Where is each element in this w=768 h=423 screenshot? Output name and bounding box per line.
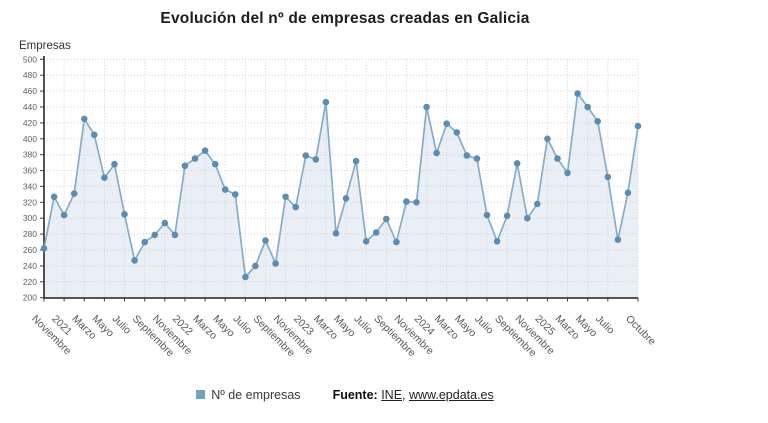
x-axis-labels: Noviembre2021MarzoMayoJulioSeptiembreNov…: [29, 313, 658, 360]
data-point[interactable]: [624, 189, 632, 197]
data-point[interactable]: [594, 118, 602, 125]
data-point[interactable]: [403, 198, 410, 205]
data-point[interactable]: [423, 103, 430, 111]
data-point[interactable]: [101, 174, 108, 181]
x-tick-label: Octubre: [623, 313, 658, 348]
axis-ticks: [40, 58, 639, 302]
data-point[interactable]: [50, 193, 58, 201]
data-point[interactable]: [534, 200, 541, 208]
data-point[interactable]: [483, 211, 491, 219]
data-point[interactable]: [141, 238, 148, 246]
data-point[interactable]: [383, 215, 390, 223]
chart-title: Evolución del nº de empresas creadas en …: [160, 10, 530, 27]
data-point[interactable]: [453, 129, 461, 136]
data-point[interactable]: [362, 238, 370, 245]
data-point[interactable]: [513, 160, 521, 167]
grid: [43, 58, 639, 299]
y-tick-label: 460: [23, 86, 37, 96]
data-point[interactable]: [232, 191, 239, 198]
data-point[interactable]: [282, 193, 289, 201]
data-point[interactable]: [413, 199, 420, 206]
y-tick-label: 320: [23, 197, 37, 207]
y-tick-label: 360: [23, 166, 37, 176]
series-line: [43, 92, 639, 278]
data-point[interactable]: [322, 98, 330, 106]
data-point[interactable]: [544, 135, 551, 143]
data-point[interactable]: [40, 245, 48, 252]
y-tick-label: 400: [23, 134, 37, 144]
data-point[interactable]: [272, 260, 279, 267]
y-axis-title: Empresas: [19, 40, 71, 52]
series-area: [44, 93, 638, 298]
source-separator: ,: [402, 388, 409, 402]
data-point[interactable]: [60, 211, 68, 219]
y-axis-labels: 200 220 240 260 280 300 320 340 360 380 400 420 440 4…: [23, 54, 37, 302]
y-tick-label: 240: [23, 261, 37, 271]
source-link-ine[interactable]: INE: [381, 388, 403, 402]
legend-item[interactable]: Nº de empresas: [196, 388, 301, 402]
data-point[interactable]: [201, 147, 209, 154]
data-point[interactable]: [171, 231, 179, 239]
y-tick-label: 220: [23, 277, 37, 287]
data-point[interactable]: [242, 273, 249, 281]
data-point[interactable]: [111, 160, 118, 168]
series-markers: [40, 90, 642, 281]
data-point[interactable]: [131, 257, 138, 264]
data-point[interactable]: [302, 152, 310, 159]
data-point[interactable]: [151, 231, 158, 239]
data-point[interactable]: [473, 155, 481, 162]
data-point[interactable]: [443, 120, 451, 127]
y-tick-label: 420: [23, 118, 37, 128]
data-point[interactable]: [70, 190, 78, 197]
data-point[interactable]: [352, 157, 360, 165]
data-point[interactable]: [503, 212, 511, 220]
source-link-epdata[interactable]: www.epdata.es: [408, 388, 494, 402]
y-tick-label: 280: [23, 229, 37, 239]
data-point[interactable]: [564, 169, 571, 177]
data-point[interactable]: [91, 131, 98, 139]
data-point[interactable]: [493, 238, 501, 245]
data-point[interactable]: [554, 155, 561, 162]
y-tick-label: 500: [23, 54, 37, 64]
data-point[interactable]: [332, 230, 340, 237]
data-point[interactable]: [81, 115, 88, 123]
y-tick-label: 440: [23, 102, 37, 112]
y-tick-label: 300: [23, 213, 37, 223]
data-point[interactable]: [342, 195, 350, 202]
y-tick-label: 200: [23, 293, 37, 303]
y-tick-label: 260: [23, 245, 37, 255]
legend: Nº de empresas Fuente: INE, www.epdata.e…: [0, 388, 690, 402]
data-point[interactable]: [211, 160, 219, 168]
data-point[interactable]: [393, 238, 400, 246]
data-point[interactable]: [634, 122, 642, 130]
data-point[interactable]: [191, 155, 199, 162]
source-note: Fuente: INE, www.epdata.es: [333, 388, 494, 402]
data-point[interactable]: [161, 219, 169, 227]
data-point[interactable]: [312, 156, 320, 163]
y-tick-label: 340: [23, 181, 37, 191]
data-point[interactable]: [604, 173, 612, 181]
data-point[interactable]: [524, 214, 531, 222]
series-swatch-icon: [196, 390, 206, 400]
data-point[interactable]: [252, 262, 259, 270]
data-point[interactable]: [292, 203, 300, 211]
data-point[interactable]: [433, 149, 440, 157]
y-tick-label: 480: [23, 70, 37, 80]
data-point[interactable]: [463, 152, 471, 159]
data-point[interactable]: [584, 103, 592, 111]
data-point[interactable]: [614, 236, 622, 243]
y-tick-label: 380: [23, 150, 37, 160]
data-point[interactable]: [262, 237, 269, 244]
data-point[interactable]: [181, 162, 189, 170]
series-label: Nº de empresas: [211, 388, 301, 402]
data-point[interactable]: [372, 229, 380, 236]
data-point[interactable]: [121, 211, 128, 218]
data-point[interactable]: [221, 186, 229, 193]
source-prefix: Fuente:: [332, 388, 378, 402]
data-point[interactable]: [574, 90, 581, 97]
